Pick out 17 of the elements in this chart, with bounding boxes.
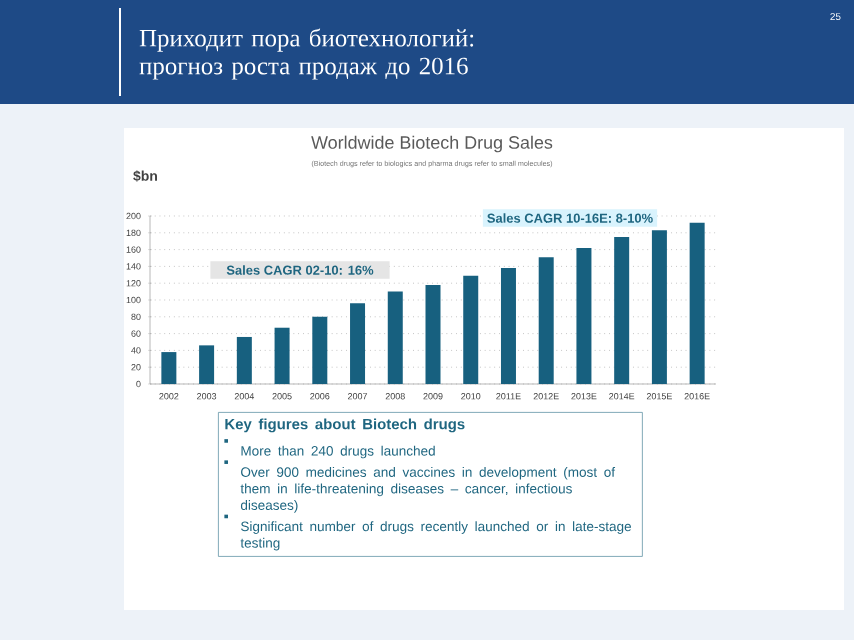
bar	[614, 237, 630, 384]
bar	[199, 345, 215, 384]
chart-title: Приходит пора биотехнологий: прогноз роста продаж до 2016	[139, 28, 474, 80]
bar	[312, 316, 328, 384]
bar	[463, 275, 479, 384]
bar	[500, 268, 516, 384]
bar	[651, 230, 667, 384]
bar	[161, 352, 177, 384]
bar	[576, 247, 592, 384]
bar	[425, 284, 441, 384]
bar	[387, 291, 403, 384]
bar	[274, 327, 290, 384]
chart-subtitle: Worldwide Biotech Drug Sales	[311, 135, 553, 153]
bar	[350, 303, 366, 384]
bar	[538, 257, 554, 384]
bar	[236, 336, 252, 384]
bar	[689, 222, 705, 384]
